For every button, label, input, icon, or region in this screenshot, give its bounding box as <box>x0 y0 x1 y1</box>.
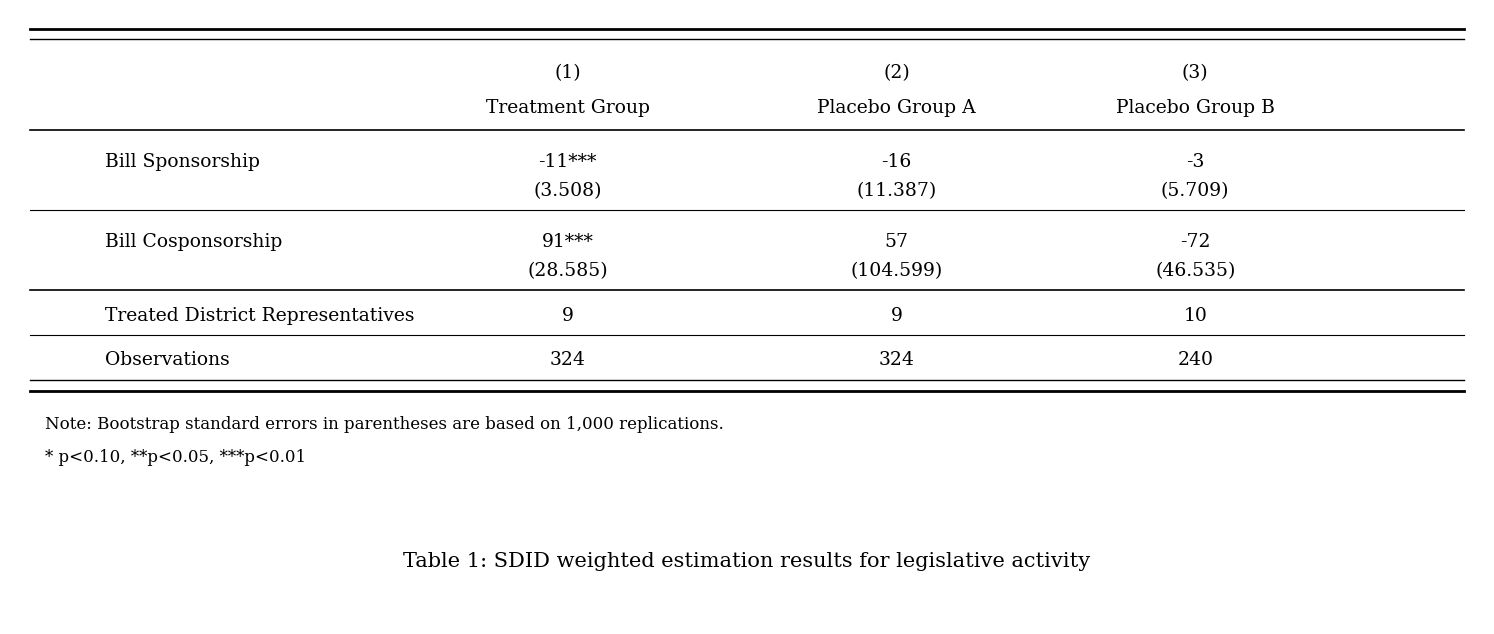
Text: Treated District Representatives: Treated District Representatives <box>105 307 414 325</box>
Text: 10: 10 <box>1183 307 1207 325</box>
Text: (28.585): (28.585) <box>527 262 608 280</box>
Text: Table 1: SDID weighted estimation results for legislative activity: Table 1: SDID weighted estimation result… <box>403 552 1091 571</box>
Text: Bill Sponsorship: Bill Sponsorship <box>105 153 260 171</box>
Text: 324: 324 <box>878 351 914 369</box>
Text: 91***: 91*** <box>542 233 593 251</box>
Text: -72: -72 <box>1180 233 1210 251</box>
Text: (3): (3) <box>1182 64 1209 82</box>
Text: Placebo Group A: Placebo Group A <box>817 99 976 117</box>
Text: -16: -16 <box>881 153 911 171</box>
Text: -3: -3 <box>1186 153 1204 171</box>
Text: (5.709): (5.709) <box>1161 183 1230 200</box>
Text: Bill Cosponsorship: Bill Cosponsorship <box>105 233 282 251</box>
Text: Note: Bootstrap standard errors in parentheses are based on 1,000 replications.: Note: Bootstrap standard errors in paren… <box>45 417 723 433</box>
Text: Treatment Group: Treatment Group <box>486 99 650 117</box>
Text: -11***: -11*** <box>538 153 598 171</box>
Text: Placebo Group B: Placebo Group B <box>1116 99 1274 117</box>
Text: 324: 324 <box>550 351 586 369</box>
Text: (3.508): (3.508) <box>533 183 602 200</box>
Text: 9: 9 <box>890 307 902 325</box>
Text: (104.599): (104.599) <box>850 262 943 280</box>
Text: (46.535): (46.535) <box>1155 262 1236 280</box>
Text: 57: 57 <box>884 233 908 251</box>
Text: (1): (1) <box>554 64 581 82</box>
Text: * p<0.10, **p<0.05, ***p<0.01: * p<0.10, **p<0.05, ***p<0.01 <box>45 450 306 466</box>
Text: Observations: Observations <box>105 351 230 369</box>
Text: 9: 9 <box>562 307 574 325</box>
Text: 240: 240 <box>1177 351 1213 369</box>
Text: (11.387): (11.387) <box>856 183 937 200</box>
Text: (2): (2) <box>883 64 910 82</box>
